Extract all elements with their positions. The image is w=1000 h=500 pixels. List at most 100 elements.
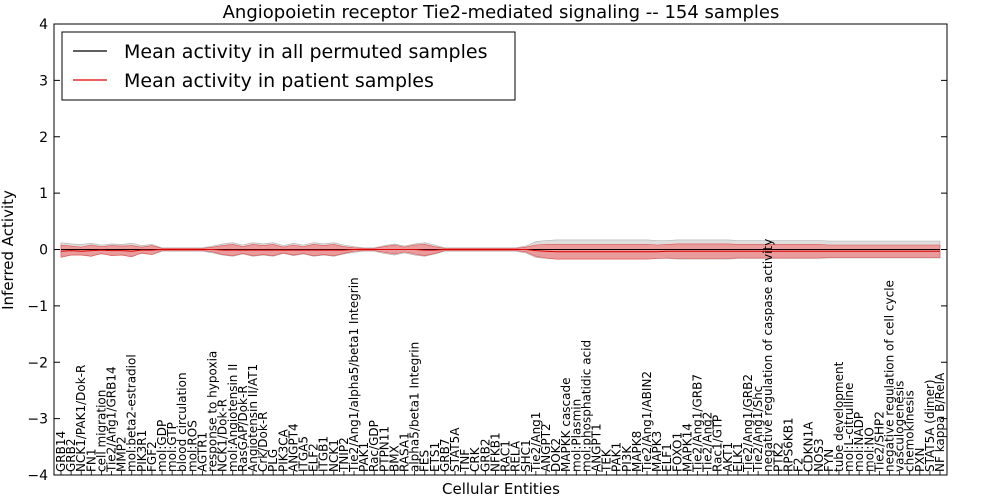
- y-tick-label: 0: [39, 243, 48, 259]
- x-tick-label: RASA1: [398, 432, 412, 472]
- x-tick-label: mol:phosphatidic acid: [579, 340, 593, 472]
- x-tick-label: GRB2: [478, 438, 492, 472]
- x-tick-label: mol:NADP: [852, 412, 866, 472]
- x-tick-label: FES: [418, 450, 432, 472]
- x-tick-label: mol:beta2-estradiol: [125, 354, 139, 472]
- x-tick-label: mol:Plasmin: [569, 399, 583, 472]
- x-tick-label: GRB14: [54, 431, 68, 472]
- legend-box: [61, 31, 516, 101]
- x-tick-label: RAC1: [499, 440, 513, 472]
- y-tick-label: 4: [39, 17, 48, 33]
- x-tick-label: MAPK8: [630, 431, 644, 472]
- x-tick-label: NCK1/PAK1/Dok-R: [74, 365, 88, 472]
- x-tick-label: Tie2/Ang1/GRB14: [105, 366, 119, 473]
- x-tick-label: mol:NO: [862, 427, 876, 472]
- x-tick-label: NF kappa B/RelA: [933, 372, 947, 472]
- x-tick-label: CDKN1A: [802, 421, 816, 472]
- x-tick-label: GRB7: [438, 438, 452, 472]
- x-tick-label: TNIP2: [337, 437, 351, 473]
- x-tick-label: FYN: [822, 449, 836, 472]
- x-tick-label: AGTR1: [195, 432, 209, 472]
- x-tick-label: PI3K: [620, 445, 634, 472]
- x-tick-label: RELA: [509, 440, 523, 472]
- x-tick-label: PXN: [913, 448, 927, 472]
- legend-label-permuted: Mean activity in all permuted samples: [124, 41, 487, 63]
- x-tick-label: ETS1: [428, 442, 442, 472]
- x-tick-label: Tie2/Ang1/ABIN2: [640, 371, 654, 473]
- x-tick-label: BMX: [387, 445, 401, 472]
- x-tick-label: CRK: [468, 446, 482, 472]
- y-axis: 4 3 2 1 0 −1 −2 −3 −4: [27, 17, 947, 484]
- x-tick-label: MAPK3: [650, 431, 664, 472]
- patient-band: [60, 243, 941, 260]
- x-tick-label: PTK2: [771, 442, 785, 472]
- x-tick-label: AKT1: [721, 442, 735, 472]
- x-tick-label: RasGAP/Dok-R: [236, 385, 250, 472]
- legend: Mean activity in all permuted samples Me…: [61, 31, 516, 101]
- x-tick-label: PIK3R1: [135, 430, 149, 472]
- x-tick-label: negative regulation of caspase activity: [761, 239, 775, 472]
- x-tick-label: mol:GDP: [155, 420, 169, 472]
- series-line-patient: [60, 249, 940, 253]
- x-tick-label: alpha5/beta1 Integrin: [408, 342, 422, 472]
- x-tick-label: ITGB1: [317, 436, 331, 472]
- x-tick-label: ANGPT4: [286, 423, 300, 472]
- x-tick-label: Tie2/Ang1/GRB2: [741, 374, 755, 473]
- x-tick-label: ELF1: [660, 443, 674, 472]
- y-tick-label: −2: [27, 355, 48, 371]
- x-tick-label: mol:GTP: [165, 422, 179, 472]
- x-tick-label: ELF2: [307, 443, 321, 472]
- x-tick-label: ANGPT2: [539, 423, 553, 472]
- x-tick-label: MAPK14: [680, 423, 694, 472]
- y-tick-label: −1: [27, 299, 48, 315]
- x-tick-label: MAPKK cascade: [559, 377, 573, 472]
- y-tick-label: 1: [39, 186, 48, 202]
- x-tick-label: FOXO1: [670, 432, 684, 472]
- x-tick-label: FGF2: [145, 441, 159, 472]
- x-tick-label: response to hypoxia: [206, 351, 220, 472]
- x-tick-label: ITGA5: [297, 436, 311, 472]
- x-tick-label: mol:L-citrulline: [842, 383, 856, 472]
- x-tick-label: cell migration: [94, 390, 108, 472]
- x-tick-label: PLG: [266, 449, 280, 472]
- x-tick-label: blood circulation: [175, 372, 189, 472]
- x-tick-label: NOS3: [812, 438, 826, 472]
- x-tick-label: mol:ROS: [185, 420, 199, 472]
- x-tick-label: DOK2: [549, 438, 563, 472]
- x-tick-label: vasculogenesis: [893, 381, 907, 472]
- x-tick-label: chemokinesis: [903, 390, 917, 472]
- x-tick-label: mol:Angiotensin II: [226, 364, 240, 472]
- x-tick-label: SHC1: [519, 439, 533, 472]
- y-axis-title: Inferred Activity: [0, 190, 17, 310]
- x-tick-label: STAT5A: [448, 427, 462, 472]
- x-tick-label: FN1: [84, 448, 98, 472]
- x-tick-label: PAK1: [357, 442, 371, 472]
- x-tick-label: Rac/GDP: [367, 420, 381, 472]
- x-tick-label: ANGPT1: [590, 423, 604, 472]
- x-tick-label: STAT5A (dimer): [923, 379, 937, 472]
- x-tick-label: RPS6KB1: [781, 417, 795, 472]
- x-tick-label: Rac1/GTP: [711, 415, 725, 472]
- x-tick-label: TNF: [458, 449, 472, 473]
- x-tick-label: PTPN11: [377, 426, 391, 472]
- x-axis-title: Cellular Entities: [442, 480, 560, 498]
- x-tick-label: tube development: [832, 361, 846, 472]
- x-tick-label: Angiotensin II/AT1: [246, 364, 260, 472]
- y-tick-label: 2: [39, 130, 48, 146]
- chart-title: Angiopoietin receptor Tie2-mediated sign…: [223, 2, 780, 23]
- x-tick-label: Tie2/Ang1: [529, 412, 543, 473]
- y-tick-label: −3: [27, 412, 48, 428]
- x-tick-label: PIK3CA: [276, 428, 290, 472]
- x-tick-label: Tie2/Ang1/GRB7: [691, 374, 705, 473]
- plot-area: [54, 239, 947, 260]
- x-tick-label: Crk/Dok-R: [256, 411, 270, 472]
- x-tick-label: TEK: [600, 448, 614, 473]
- y-tick-label: 3: [39, 73, 48, 89]
- x-tick-label: MMP2: [115, 436, 129, 472]
- x-tick-label: NCK1: [327, 439, 341, 472]
- x-tick-label: Tie2/Ang1/alpha5/beta1 Integrin: [347, 277, 361, 473]
- x-tick-label: NCK1/Dok-R: [216, 399, 230, 472]
- x-tick-label: Tie2/Ang2: [701, 412, 715, 473]
